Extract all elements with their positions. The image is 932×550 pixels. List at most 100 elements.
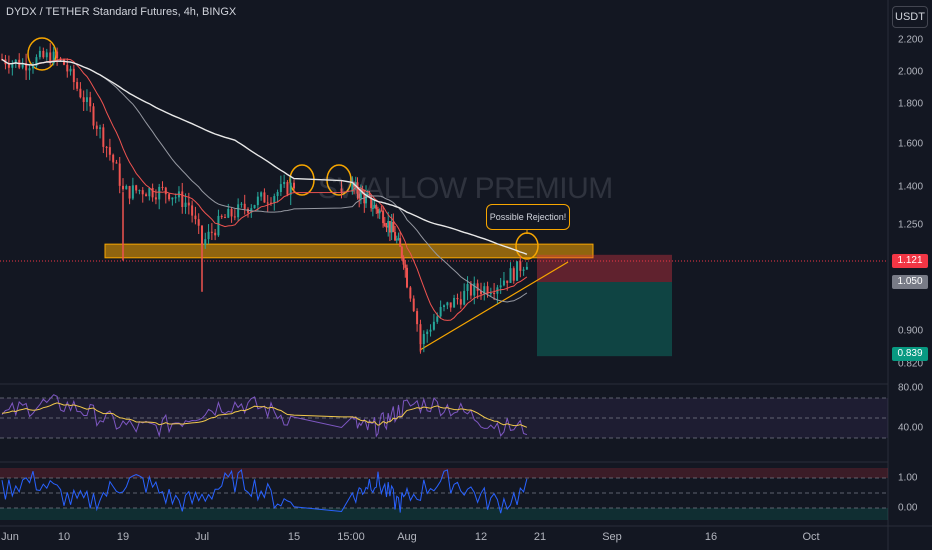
candle (439, 307, 442, 317)
candle (419, 324, 422, 345)
candle (412, 298, 415, 312)
candle (436, 316, 439, 322)
highlight-circle (27, 37, 57, 71)
candle (509, 268, 512, 283)
rsi-tick-label: 80.00 (898, 382, 924, 394)
candle (378, 210, 381, 214)
candle (340, 188, 343, 192)
candle (446, 302, 449, 306)
candle (69, 68, 72, 72)
moving-averages (1, 58, 528, 321)
candle (118, 163, 121, 186)
candle (519, 261, 522, 271)
time-tick-label: Aug (397, 531, 417, 543)
candle (404, 264, 407, 268)
candle (112, 154, 115, 163)
osc-lower-band (0, 508, 888, 520)
candle (395, 239, 398, 241)
candle (522, 269, 525, 271)
candle (376, 209, 379, 214)
candle (473, 283, 476, 296)
candle (66, 64, 69, 72)
candle (399, 238, 402, 247)
candle (214, 232, 217, 236)
osc-tick-label: 1.00 (898, 472, 918, 484)
price-tick-label: 2.200 (898, 34, 924, 46)
price-tick-label: 1.250 (898, 219, 924, 231)
candle (42, 50, 45, 58)
candle (49, 52, 52, 64)
candle (502, 280, 505, 286)
candle (7, 64, 10, 68)
candle (512, 268, 515, 281)
time-tick-label: Jul (194, 531, 210, 543)
candle (224, 217, 226, 219)
candle (373, 205, 376, 208)
candle (397, 238, 400, 240)
ma-fast-line (1, 58, 528, 321)
candle (187, 202, 190, 206)
candle (217, 215, 220, 236)
candle (263, 192, 266, 203)
candle (174, 197, 177, 199)
candle (463, 290, 466, 305)
candle (59, 58, 62, 60)
time-tick-label: 10 (57, 531, 71, 543)
candle (207, 231, 210, 240)
rsi-panel (0, 394, 888, 439)
candle (158, 186, 161, 200)
candle (168, 194, 171, 200)
candle (171, 197, 174, 200)
entry-price-tag: 1.050 (892, 275, 928, 289)
candle (148, 187, 151, 197)
take-profit-box (537, 282, 672, 357)
candle (115, 162, 118, 164)
candle (293, 182, 295, 189)
candle (45, 52, 48, 58)
candle (243, 203, 246, 209)
candle (359, 189, 362, 199)
candle (237, 204, 240, 218)
candle (406, 267, 408, 288)
rsi-tick-label: 40.00 (898, 422, 924, 434)
price-tick-label: 1.800 (898, 98, 924, 110)
candle (273, 196, 276, 203)
oscillator-panel (0, 468, 888, 520)
candle (253, 205, 256, 209)
candle (122, 185, 124, 190)
candle (82, 97, 85, 103)
candle (453, 297, 456, 308)
candle (409, 287, 412, 299)
candle (385, 225, 388, 228)
candle (256, 196, 259, 206)
candle (161, 186, 164, 188)
candle (151, 187, 154, 198)
candle (354, 182, 357, 187)
watermark: SWALLOW PREMIUM (318, 172, 613, 205)
candle (240, 203, 243, 205)
candle (449, 302, 452, 308)
candle (380, 210, 383, 212)
candle (387, 221, 390, 228)
time-tick-label: Sep (602, 531, 622, 543)
currency-button[interactable]: USDT (892, 6, 928, 28)
stop-loss-box (537, 254, 672, 282)
candle (276, 191, 279, 197)
candle (416, 311, 419, 325)
osc-tick-label: 0.00 (898, 502, 918, 514)
candle (426, 331, 429, 335)
candle (392, 221, 395, 233)
candle (135, 185, 138, 191)
candle (247, 208, 249, 213)
candle (125, 186, 128, 190)
candle (131, 185, 134, 199)
candle (63, 59, 65, 65)
candle (289, 182, 292, 195)
osc-upper-band (0, 468, 888, 478)
candle (105, 146, 108, 148)
ma-slow-line (1, 58, 528, 255)
candle (230, 208, 233, 217)
candle (194, 215, 197, 220)
candle (371, 207, 374, 209)
candle (358, 193, 361, 199)
